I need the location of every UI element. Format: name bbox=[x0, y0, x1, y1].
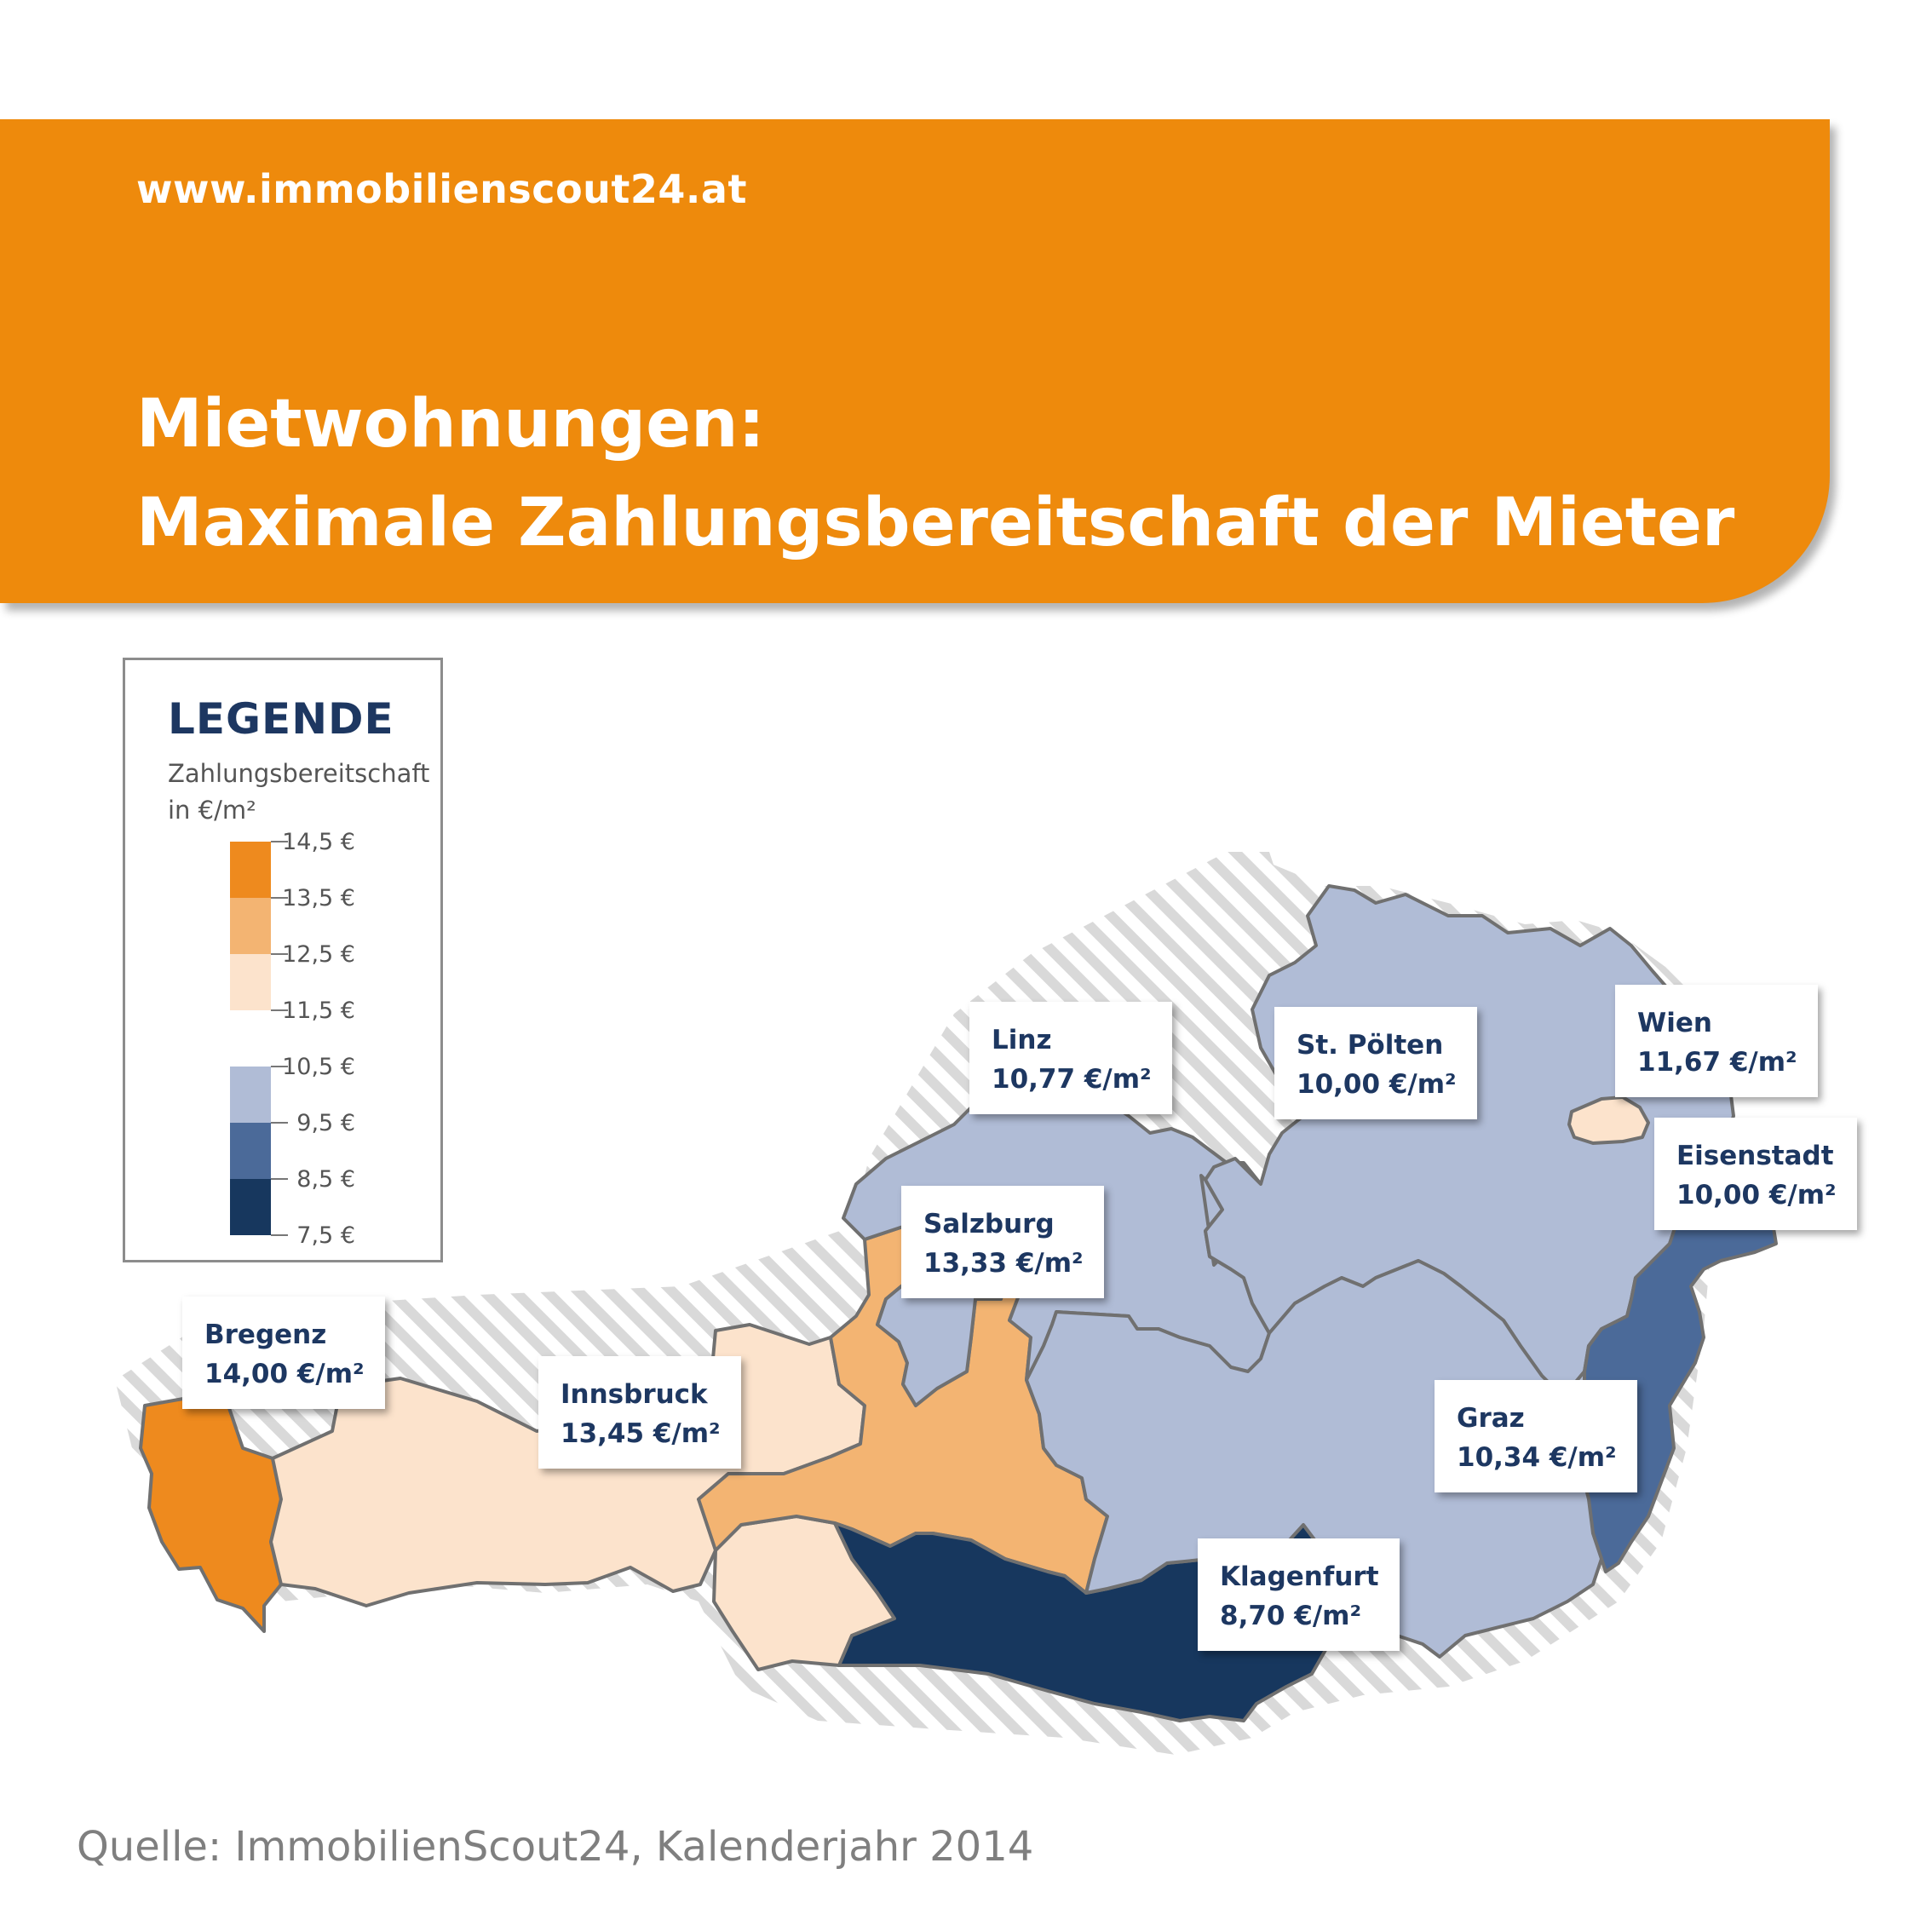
callout-salzburg[interactable]: Salzburg 13,33 €/m² bbox=[901, 1186, 1104, 1298]
header-banner bbox=[0, 119, 1830, 603]
callout-city-name: Bregenz bbox=[204, 1320, 327, 1350]
callout-st-poelten[interactable]: St. Pölten 10,00 €/m² bbox=[1274, 1007, 1477, 1119]
legend-tick bbox=[271, 841, 288, 842]
legend-tick bbox=[271, 1178, 288, 1180]
callout-city-name: Klagenfurt bbox=[1220, 1561, 1379, 1592]
legend-tick bbox=[271, 1066, 288, 1067]
title-line-1: Mietwohnungen: bbox=[136, 386, 765, 463]
legend-tick-label: 7,5 € bbox=[296, 1222, 355, 1249]
callout-wien[interactable]: Wien 11,67 €/m² bbox=[1615, 985, 1818, 1097]
legend-tick-label: 11,5 € bbox=[282, 998, 355, 1024]
legend-swatch-1 bbox=[230, 842, 271, 898]
legend-title: LEGENDE bbox=[168, 694, 394, 744]
website-url[interactable]: www.immobilienscout24.at bbox=[136, 166, 747, 212]
source-note: Quelle: ImmobilienScout24, Kalenderjahr … bbox=[77, 1823, 1034, 1871]
legend-color-scale bbox=[230, 842, 271, 1235]
legend-tick bbox=[271, 897, 288, 899]
callout-city-value: 10,77 €/m² bbox=[992, 1064, 1152, 1095]
callout-city-name: Wien bbox=[1637, 1008, 1712, 1038]
legend-subtitle-line-2: in €/m² bbox=[168, 796, 256, 825]
callout-city-value: 10,34 €/m² bbox=[1457, 1442, 1617, 1473]
legend-subtitle-line-1: Zahlungsbereitschaft bbox=[168, 759, 430, 788]
legend-subtitle: Zahlungsbereitschaft in €/m² bbox=[168, 756, 429, 829]
region-vorarlberg[interactable] bbox=[139, 1397, 283, 1633]
callout-city-name: Eisenstadt bbox=[1676, 1141, 1834, 1171]
callout-city-value: 8,70 €/m² bbox=[1220, 1601, 1362, 1631]
callout-city-name: Innsbruck bbox=[561, 1379, 708, 1410]
callout-city-name: Graz bbox=[1457, 1403, 1525, 1434]
page-title: Mietwohnungen: Maximale Zahlungsbereitsc… bbox=[136, 375, 1734, 572]
callout-city-value: 13,33 €/m² bbox=[923, 1248, 1084, 1279]
callout-klagenfurt[interactable]: Klagenfurt 8,70 €/m² bbox=[1198, 1538, 1400, 1651]
legend-tick-label: 14,5 € bbox=[282, 829, 355, 855]
legend-swatch-3 bbox=[230, 954, 271, 1010]
callout-city-value: 10,00 €/m² bbox=[1676, 1180, 1837, 1210]
callout-innsbruck[interactable]: Innsbruck 13,45 €/m² bbox=[538, 1356, 741, 1469]
callout-city-value: 11,67 €/m² bbox=[1637, 1047, 1797, 1078]
legend-tick-label: 13,5 € bbox=[282, 885, 355, 911]
legend-box: LEGENDE Zahlungsbereitschaft in €/m² 14,… bbox=[123, 658, 443, 1262]
legend-swatch-7 bbox=[230, 1179, 271, 1235]
legend-tick bbox=[271, 953, 288, 955]
legend-swatch-4 bbox=[230, 1010, 271, 1067]
callout-eisenstadt[interactable]: Eisenstadt 10,00 €/m² bbox=[1654, 1118, 1857, 1230]
legend-tick-label: 12,5 € bbox=[282, 941, 355, 968]
title-line-2: Maximale Zahlungsbereitschaft der Mieter bbox=[136, 485, 1735, 561]
legend-tick-label: 9,5 € bbox=[296, 1110, 355, 1136]
legend-swatch-5 bbox=[230, 1067, 271, 1123]
legend-tick-label: 8,5 € bbox=[296, 1166, 355, 1193]
callout-linz[interactable]: Linz 10,77 €/m² bbox=[969, 1002, 1172, 1114]
callout-city-name: Salzburg bbox=[923, 1209, 1055, 1239]
callout-city-name: St. Pölten bbox=[1297, 1030, 1444, 1061]
legend-swatch-2 bbox=[230, 898, 271, 954]
callout-bregenz[interactable]: Bregenz 14,00 €/m² bbox=[182, 1297, 385, 1409]
callout-city-value: 14,00 €/m² bbox=[204, 1359, 365, 1389]
legend-tick bbox=[271, 1234, 288, 1236]
legend-swatch-6 bbox=[230, 1123, 271, 1179]
legend-tick bbox=[271, 1009, 288, 1011]
callout-city-name: Linz bbox=[992, 1025, 1052, 1055]
legend-tick bbox=[271, 1122, 288, 1124]
region-wien[interactable] bbox=[1567, 1095, 1650, 1145]
callout-city-value: 13,45 €/m² bbox=[561, 1418, 721, 1449]
region-steiermark[interactable] bbox=[1025, 1259, 1603, 1659]
callout-graz[interactable]: Graz 10,34 €/m² bbox=[1435, 1380, 1637, 1492]
callout-city-value: 10,00 €/m² bbox=[1297, 1069, 1457, 1100]
legend-tick-label: 10,5 € bbox=[282, 1054, 355, 1080]
